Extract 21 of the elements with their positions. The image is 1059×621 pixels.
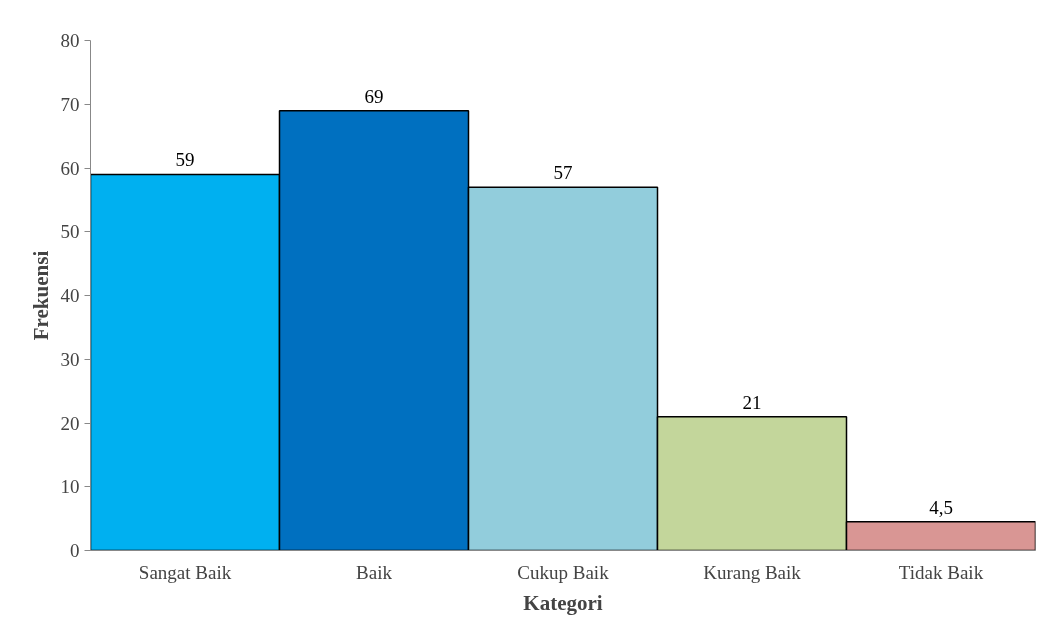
data-label: 69: [364, 85, 384, 107]
y-tick-label: 80: [60, 30, 80, 51]
x-tick-label: Kurang Baik: [703, 561, 802, 583]
data-label: 59: [175, 149, 195, 171]
x-tick-label: Baik: [356, 561, 393, 583]
data-label: 21: [742, 391, 762, 413]
y-tick-label: 70: [60, 93, 80, 115]
data-label: 57: [553, 162, 573, 184]
y-tick-label: 0: [70, 540, 80, 561]
y-tick-label: 10: [60, 476, 80, 498]
y-tick-label: 20: [60, 412, 80, 434]
y-tick-label: 40: [60, 285, 80, 306]
y-axis-title: Frekuensi: [28, 250, 53, 341]
data-label: 4,5: [929, 496, 953, 518]
x-axis-title: Kategori: [523, 590, 603, 615]
y-tick-label: 30: [60, 348, 80, 370]
y-tick-label: 60: [60, 157, 80, 179]
x-tick-label: Cukup Baik: [517, 561, 610, 583]
x-tick-label: Tidak Baik: [898, 561, 984, 583]
y-tick-label: 50: [60, 221, 80, 243]
x-tick-label: Sangat Baik: [138, 561, 232, 583]
